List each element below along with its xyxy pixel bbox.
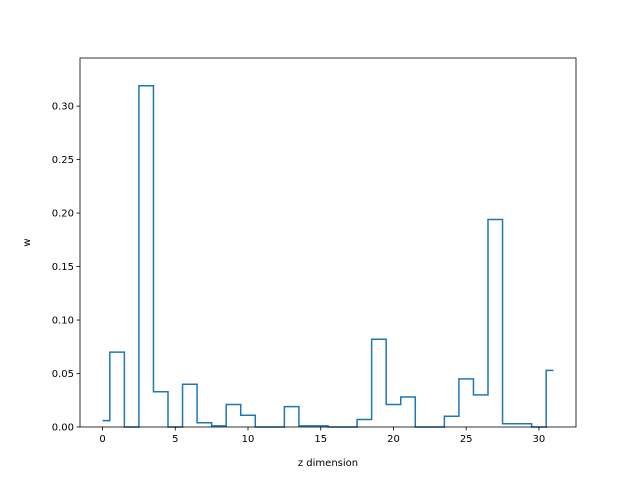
y-tick-label-0.20: 0.20 bbox=[52, 209, 74, 220]
y-tick-label-0.05: 0.05 bbox=[52, 369, 74, 380]
x-tick-label-5: 5 bbox=[172, 434, 178, 445]
axes-frame bbox=[79, 57, 577, 428]
y-tick-label-0.10: 0.10 bbox=[52, 316, 74, 327]
x-axis-label: z dimension bbox=[298, 458, 358, 469]
y-tick-label-0.25: 0.25 bbox=[52, 155, 74, 166]
x-tick-label-30: 30 bbox=[533, 434, 546, 445]
series-line-0 bbox=[102, 85, 554, 428]
x-tick-label-20: 20 bbox=[387, 434, 400, 445]
axes: 0 5 10 15 20 25 30 0.00 0.05 0.10 0.15 0.20 0.25 0.30 bbox=[52, 57, 577, 445]
y-tick-label-0.15: 0.15 bbox=[52, 262, 74, 273]
plot-area bbox=[102, 85, 554, 428]
x-tick-label-25: 25 bbox=[460, 434, 473, 445]
x-tick-label-15: 15 bbox=[314, 434, 327, 445]
y-tick-label-0.30: 0.30 bbox=[52, 102, 74, 113]
x-tick-label-10: 10 bbox=[242, 434, 255, 445]
y-tick-label-0.00: 0.00 bbox=[52, 423, 74, 434]
y-axis-label: w bbox=[22, 238, 33, 246]
x-tick-label-0: 0 bbox=[99, 434, 105, 445]
